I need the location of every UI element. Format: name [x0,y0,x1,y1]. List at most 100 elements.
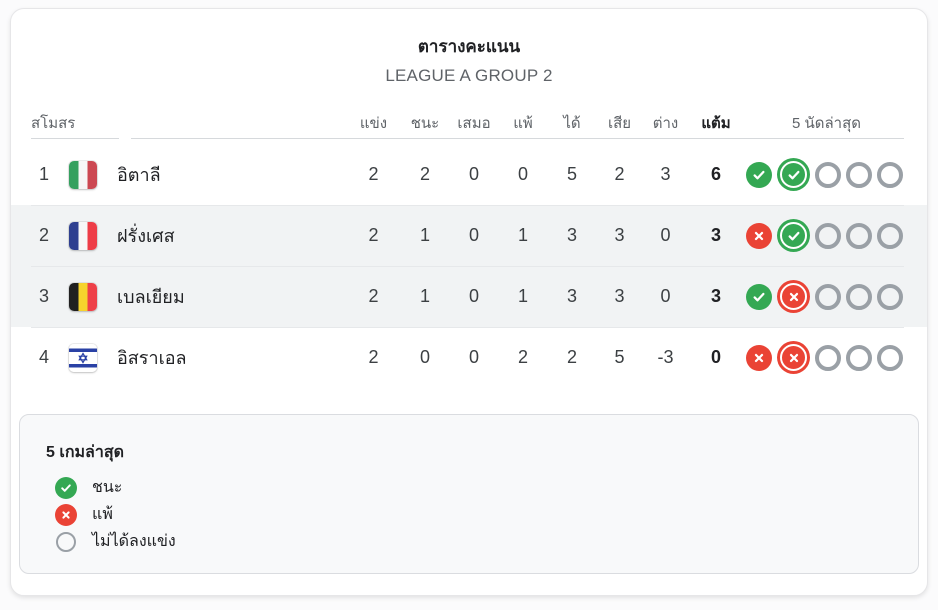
won-value: 2 [419,164,430,184]
goals-for-value: 3 [566,286,577,306]
played-value: 2 [368,225,379,245]
flag-cell [57,343,109,372]
form-legend: 5 เกมล่าสุด ชนะ แพ้ ไม่ได้ลงแข่ง [19,414,919,574]
column-header-goals-against: เสีย [607,115,632,132]
won-value: 1 [419,225,430,245]
column-header-goal-diff: ต่าง [652,115,679,132]
club-name: อิตาลี [117,165,161,185]
form-cell [744,280,927,313]
israel-flag-icon [69,343,97,372]
played-value: 2 [368,164,379,184]
not-played-icon [846,161,872,188]
played-value: 2 [368,347,379,367]
drawn-value: 0 [468,164,479,184]
not-played-icon [846,283,872,310]
not-played-icon [815,283,841,310]
column-header-goals-for: ได้ [563,115,581,132]
column-header-drawn: เสมอ [457,115,491,132]
column-header-lost: แพ้ [513,115,533,132]
goal-diff-value: 0 [660,225,671,245]
form-cell [744,158,927,191]
goal-diff-value: 3 [660,164,671,184]
points-value: 6 [710,164,721,184]
legend-items: ชนะ แพ้ ไม่ได้ลงแข่ง [46,474,918,555]
rank: 2 [38,225,49,245]
lost-value: 0 [517,164,528,184]
not-played-icon [846,222,872,249]
played-value: 2 [368,286,379,306]
not-played-icon [877,344,903,371]
not-played-icon [815,222,841,249]
column-header-form: 5 นัดล่าสุด [791,115,862,132]
not-played-icon [815,344,841,371]
not-played-icon [877,161,903,188]
drawn-value: 0 [468,225,479,245]
legend-item: แพ้ [46,501,918,528]
win-icon [746,283,772,310]
form-cell [744,341,927,374]
drawn-value: 0 [468,286,479,306]
won-value: 1 [419,286,430,306]
not-played-icon [877,283,903,310]
legend-title: 5 เกมล่าสุด [46,444,124,461]
win-latest-icon [777,158,810,191]
goals-against-value: 3 [614,225,625,245]
loss-icon [746,222,772,249]
legend-label: ไม่ได้ลงแข่ง [92,533,176,550]
club-name: อิสราเอล [117,348,187,368]
loss-latest-icon [777,341,810,374]
header-divider [11,138,927,139]
loss-icon [746,344,772,371]
table-row[interactable]: 4 อิสราเอล 2 0 0 2 2 5 -3 0 [11,327,927,388]
belgium-flag-icon [69,282,97,311]
loss-latest-icon [777,280,810,313]
column-header-played: แข่ง [359,115,388,132]
rank: 4 [38,347,49,367]
lost-value: 1 [517,225,528,245]
goals-against-value: 5 [614,347,625,367]
won-value: 0 [419,347,430,367]
not-played-icon [846,344,872,371]
france-flag-icon [69,221,97,250]
lost-value: 2 [517,347,528,367]
goals-for-value: 5 [566,164,577,184]
club-name: ฝรั่งเศส [117,226,175,246]
goal-diff-value: 0 [660,286,671,306]
goals-against-value: 3 [614,286,625,306]
club-name: เบลเยียม [117,287,185,307]
goals-for-value: 3 [566,225,577,245]
goals-for-value: 2 [566,347,577,367]
not-played-icon [815,161,841,188]
not-played-icon [877,222,903,249]
page-title: ตารางคะแนน [417,37,521,56]
table-row[interactable]: 1 อิตาลี 2 2 0 0 5 2 3 6 [11,144,927,205]
column-header-won: ชนะ [410,115,440,132]
goal-diff-value: -3 [657,347,674,367]
standings-card: ตารางคะแนน LEAGUE A GROUP 2 สโมสร แข่ง ช… [10,8,928,596]
win-icon [746,161,772,188]
points-value: 0 [710,347,721,367]
rank: 3 [38,286,49,306]
header-divider-stats-segment [131,138,904,139]
lost-value: 1 [517,286,528,306]
flag-cell [57,160,109,189]
goals-against-value: 2 [614,164,625,184]
win-latest-icon [777,219,810,252]
loss-icon [55,503,77,526]
legend-item: ชนะ [46,474,918,501]
table-row[interactable]: 2 ฝรั่งเศส 2 1 0 1 3 3 0 3 [11,205,927,266]
flag-cell [57,221,109,250]
table-body: 1 อิตาลี 2 2 0 0 5 2 3 6 2 ฝรั่งเศส 2 1 … [11,144,927,388]
italy-flag-icon [69,160,97,189]
rank: 1 [38,164,49,184]
form-cell [744,219,927,252]
legend-label: แพ้ [92,506,113,523]
flag-cell [57,282,109,311]
points-value: 3 [710,286,721,306]
points-value: 3 [710,225,721,245]
league-group-subtitle: LEAGUE A GROUP 2 [385,66,553,85]
win-icon [55,476,77,499]
drawn-value: 0 [468,347,479,367]
table-header: สโมสร แข่ง ชนะ เสมอ แพ้ ได้ เสีย ต่าง แต… [11,110,927,136]
table-row[interactable]: 3 เบลเยียม 2 1 0 1 3 3 0 3 [11,266,927,327]
